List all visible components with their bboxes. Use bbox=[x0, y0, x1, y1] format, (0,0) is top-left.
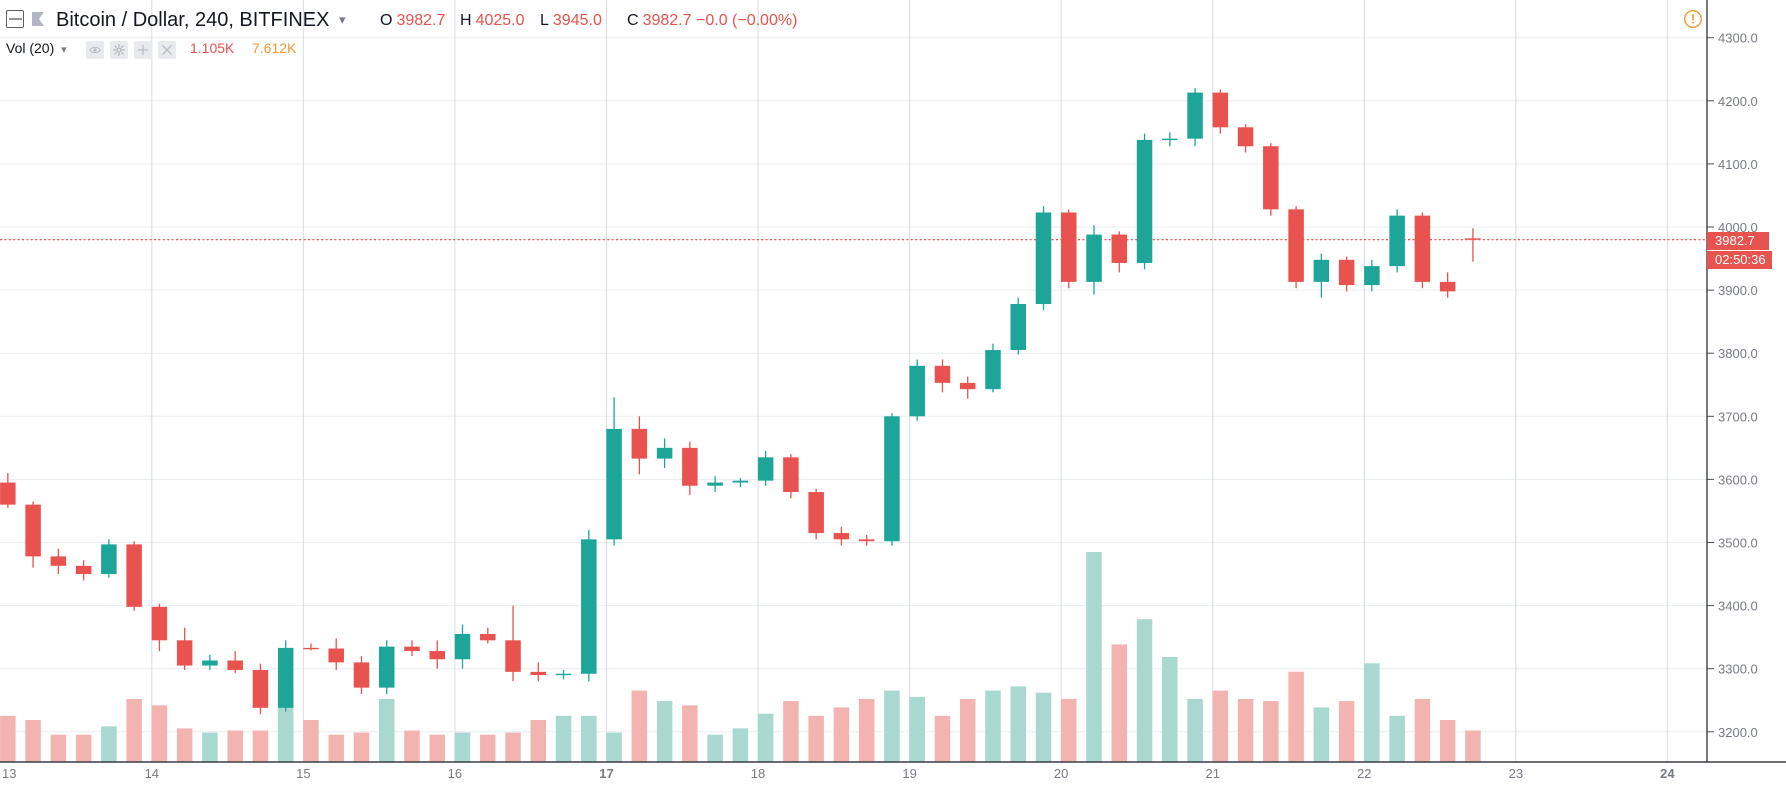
svg-text:23: 23 bbox=[1509, 766, 1523, 781]
svg-text:4100.0: 4100.0 bbox=[1718, 157, 1758, 172]
svg-text:18: 18 bbox=[751, 766, 765, 781]
svg-text:15: 15 bbox=[296, 766, 310, 781]
svg-text:3300.0: 3300.0 bbox=[1718, 662, 1758, 677]
svg-text:3200.0: 3200.0 bbox=[1718, 725, 1758, 740]
svg-text:21: 21 bbox=[1205, 766, 1219, 781]
svg-text:13: 13 bbox=[2, 766, 16, 781]
svg-text:16: 16 bbox=[448, 766, 462, 781]
svg-text:19: 19 bbox=[902, 766, 916, 781]
svg-text:17: 17 bbox=[599, 766, 613, 781]
svg-text:3800.0: 3800.0 bbox=[1718, 346, 1758, 361]
svg-text:3700.0: 3700.0 bbox=[1718, 409, 1758, 424]
svg-text:3400.0: 3400.0 bbox=[1718, 599, 1758, 614]
svg-text:20: 20 bbox=[1054, 766, 1068, 781]
svg-text:22: 22 bbox=[1357, 766, 1371, 781]
svg-text:24: 24 bbox=[1660, 766, 1675, 781]
svg-text:14: 14 bbox=[145, 766, 159, 781]
svg-text:4200.0: 4200.0 bbox=[1718, 94, 1758, 109]
svg-text:3500.0: 3500.0 bbox=[1718, 536, 1758, 551]
svg-text:4300.0: 4300.0 bbox=[1718, 31, 1758, 46]
svg-text:3600.0: 3600.0 bbox=[1718, 472, 1758, 487]
svg-text:3900.0: 3900.0 bbox=[1718, 283, 1758, 298]
